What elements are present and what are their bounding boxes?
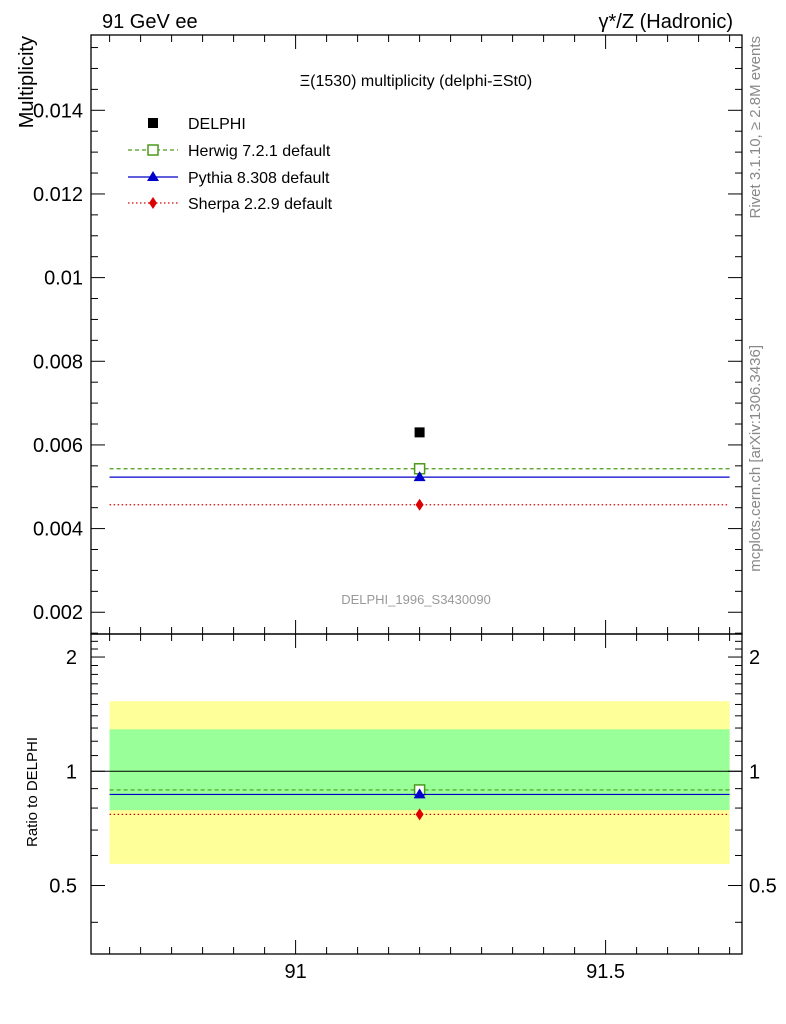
analysis-watermark: DELPHI_1996_S3430090 xyxy=(341,592,491,607)
data-point-marker xyxy=(415,498,424,511)
main-plot-title: Ξ(1530) multiplicity (delphi-ΞSt0) xyxy=(300,73,532,90)
legend-label: Herwig 7.2.1 default xyxy=(188,143,331,160)
ratio-tick-label-right: 1 xyxy=(749,761,760,783)
ratio-tick-label: 0.5 xyxy=(49,876,77,898)
y-tick-label: 0.002 xyxy=(33,602,83,624)
y-tick-label: 0.012 xyxy=(33,184,83,206)
ratio-y-axis-label: Ratio to DELPHI xyxy=(24,737,41,847)
legend-marker-diamond xyxy=(149,197,157,209)
ratio-tick-label-right: 2 xyxy=(749,647,760,669)
ratio-tick-label: 2 xyxy=(66,647,77,669)
legend-marker-square-filled xyxy=(148,118,158,128)
mcplots-credit-label: mcplots.cern.ch [arXiv:1306.3436] xyxy=(747,345,764,572)
x-tick-label: 91.5 xyxy=(586,961,625,983)
data-point-marker xyxy=(413,471,426,482)
legend-marker-triangle xyxy=(147,171,159,181)
x-tick-label: 91 xyxy=(284,961,306,983)
data-point-marker xyxy=(413,788,426,799)
y-tick-label: 0.014 xyxy=(33,100,83,122)
ratio-series xyxy=(109,784,730,821)
y-tick-label: 0.008 xyxy=(33,351,83,373)
header-left-label: 91 GeV ee xyxy=(102,11,198,33)
ratio-tick-label: 1 xyxy=(66,761,77,783)
main-series xyxy=(109,427,730,511)
rivet-version-label: Rivet 3.1.10, ≥ 2.8M events xyxy=(747,36,764,219)
legend-label: Sherpa 2.2.9 default xyxy=(188,196,333,213)
legend-entry-sherpa: Sherpa 2.2.9 default xyxy=(128,196,333,213)
legend: DELPHI Herwig 7.2.1 default Pythia 8.308… xyxy=(128,116,333,213)
legend-marker-square-open xyxy=(147,144,159,156)
axis-ticks: 0.002 0.004 0.006 0.008 0.01 0.012 0.014 0.5 0.5… xyxy=(33,35,777,983)
main-y-axis-label: Multiplicity xyxy=(16,36,38,128)
y-tick-label: 0.006 xyxy=(33,435,83,457)
legend-entry-herwig: Herwig 7.2.1 default xyxy=(128,143,331,160)
ratio-tick-label-right: 0.5 xyxy=(749,876,777,898)
legend-entry-pythia: Pythia 8.308 default xyxy=(128,170,330,187)
header-right-label: γ*/Z (Hadronic) xyxy=(599,11,733,33)
y-tick-label: 0.004 xyxy=(33,519,83,541)
y-tick-label: 0.01 xyxy=(44,268,83,290)
ratio-uncertainty-bands xyxy=(109,701,730,864)
data-point-marker xyxy=(415,808,424,821)
legend-label: DELPHI xyxy=(188,116,246,133)
legend-entry-delphi: DELPHI xyxy=(148,116,246,133)
data-point-marker xyxy=(414,427,425,438)
legend-label: Pythia 8.308 default xyxy=(188,170,330,187)
ratio-plot-frame xyxy=(90,633,743,955)
